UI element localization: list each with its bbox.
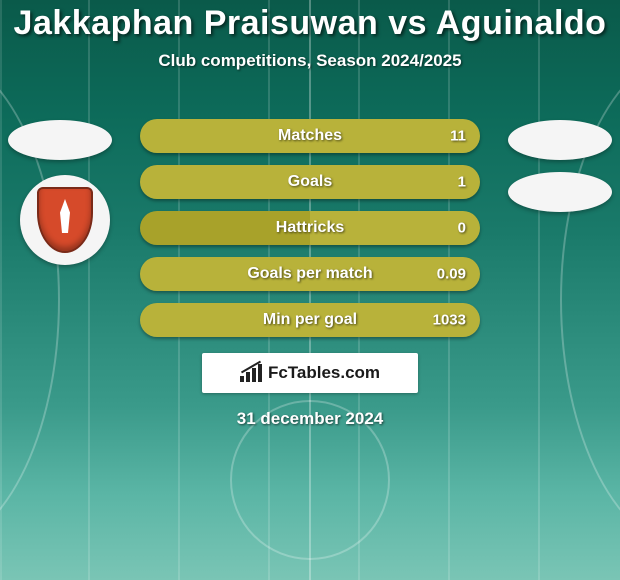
stat-row: Hattricks 0 xyxy=(140,211,480,245)
brand-chart-icon xyxy=(240,364,262,382)
brand-logo: FcTables.com xyxy=(202,353,418,393)
stat-label: Matches xyxy=(278,127,342,145)
stat-row: Min per goal 1033 xyxy=(140,303,480,337)
stat-label: Hattricks xyxy=(276,219,344,237)
stat-row: Goals 1 xyxy=(140,165,480,199)
player-left-club-badge xyxy=(20,175,110,265)
stat-value: 0 xyxy=(458,220,466,237)
stat-row: Matches 11 xyxy=(140,119,480,153)
comparison-subtitle: Club competitions, Season 2024/2025 xyxy=(0,51,620,71)
stat-label: Goals per match xyxy=(247,265,372,283)
brand-name: FcTables.com xyxy=(268,363,380,383)
stat-value: 1 xyxy=(458,174,466,191)
comparison-title: Jakkaphan Praisuwan vs Aguinaldo xyxy=(0,4,620,43)
stat-value: 1033 xyxy=(433,312,466,329)
stat-value: 0.09 xyxy=(437,266,466,283)
stat-row: Goals per match 0.09 xyxy=(140,257,480,291)
player-right-club-portrait xyxy=(508,172,612,212)
stat-value: 11 xyxy=(450,128,466,145)
snapshot-date: 31 december 2024 xyxy=(0,409,620,429)
player-right-portrait xyxy=(508,120,612,160)
club-shield-icon xyxy=(37,187,93,253)
stat-label: Goals xyxy=(288,173,332,191)
stat-label: Min per goal xyxy=(263,311,357,329)
stats-container: Matches 11 Goals 1 Hattricks 0 Goals per match… xyxy=(140,119,480,337)
player-left-portrait xyxy=(8,120,112,160)
